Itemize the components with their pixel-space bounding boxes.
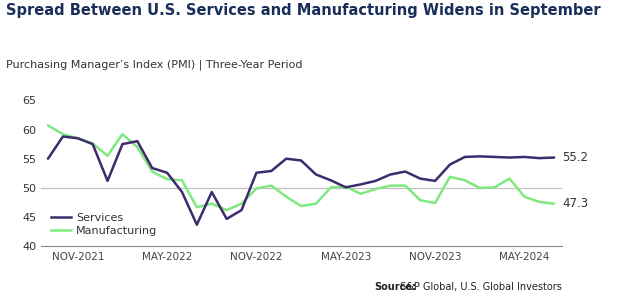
- Legend: Services, Manufacturing: Services, Manufacturing: [46, 209, 162, 241]
- Text: 55.2: 55.2: [562, 151, 588, 164]
- Text: Spread Between U.S. Services and Manufacturing Widens in September: Spread Between U.S. Services and Manufac…: [6, 3, 601, 18]
- Text: Source:: Source:: [374, 282, 416, 292]
- Text: 47.3: 47.3: [562, 197, 588, 210]
- Text: S&P Global, U.S. Global Investors: S&P Global, U.S. Global Investors: [397, 282, 562, 292]
- Text: Purchasing Manager’s Index (PMI) | Three-Year Period: Purchasing Manager’s Index (PMI) | Three…: [6, 59, 303, 70]
